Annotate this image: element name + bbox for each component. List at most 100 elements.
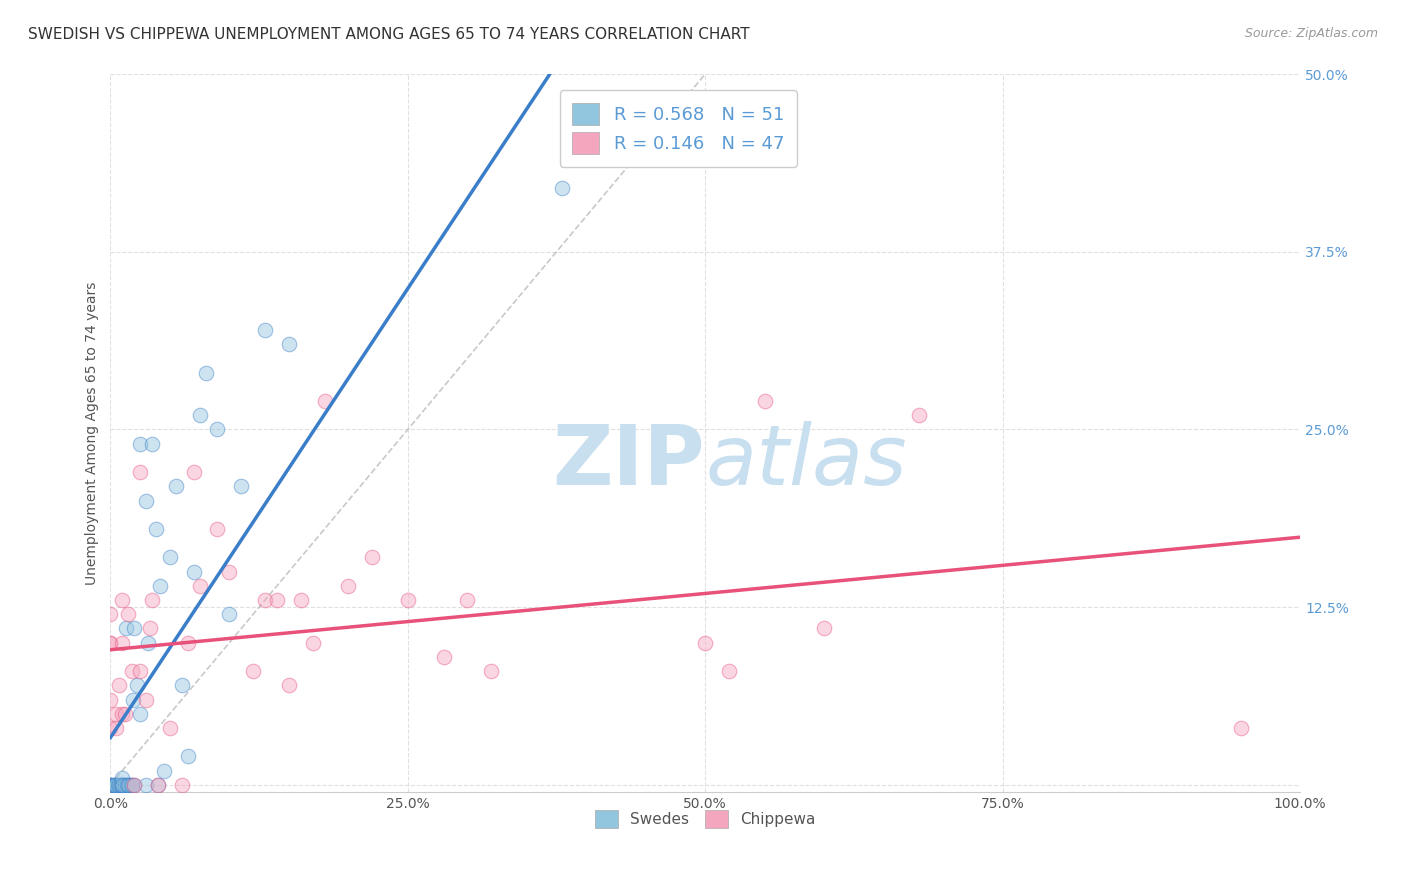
Legend: Swedes, Chippewa: Swedes, Chippewa <box>589 804 821 835</box>
Point <box>207 522 229 536</box>
Point <box>170 778 193 792</box>
Text: ZIP: ZIP <box>553 421 706 502</box>
Point <box>361 550 384 565</box>
Point <box>111 635 134 649</box>
Point <box>129 706 152 721</box>
Point <box>114 706 136 721</box>
Point <box>254 323 277 337</box>
Point <box>177 635 200 649</box>
Point <box>111 593 134 607</box>
Point <box>117 607 139 622</box>
Point <box>218 607 240 622</box>
Y-axis label: Unemployment Among Ages 65 to 74 years: Unemployment Among Ages 65 to 74 years <box>86 281 100 584</box>
Point <box>146 778 169 792</box>
Point <box>110 778 132 792</box>
Point <box>159 721 181 735</box>
Point <box>121 664 143 678</box>
Point <box>100 692 122 706</box>
Point <box>105 706 128 721</box>
Point <box>188 408 211 422</box>
Point <box>122 778 145 792</box>
Point <box>141 593 163 607</box>
Point <box>122 622 145 636</box>
Point <box>183 465 205 479</box>
Point <box>277 337 299 351</box>
Point <box>138 622 160 636</box>
Point <box>111 771 134 785</box>
Point <box>301 635 323 649</box>
Point <box>100 778 122 792</box>
Point <box>129 436 152 450</box>
Point <box>120 778 142 792</box>
Point <box>141 436 163 450</box>
Point <box>218 565 240 579</box>
Point <box>396 593 419 607</box>
Point <box>908 408 931 422</box>
Point <box>159 550 181 565</box>
Point <box>456 593 478 607</box>
Point <box>100 778 122 792</box>
Point <box>115 622 138 636</box>
Point <box>314 394 336 409</box>
Point <box>146 778 169 792</box>
Point <box>104 778 127 792</box>
Point <box>129 465 152 479</box>
Point <box>754 394 776 409</box>
Point <box>105 778 128 792</box>
Point <box>121 778 143 792</box>
Point <box>117 778 139 792</box>
Point <box>100 778 122 792</box>
Point <box>231 479 253 493</box>
Point <box>112 778 135 792</box>
Point <box>103 778 125 792</box>
Point <box>105 721 128 735</box>
Point <box>1229 721 1251 735</box>
Point <box>135 493 157 508</box>
Point <box>695 635 717 649</box>
Point <box>337 579 360 593</box>
Point <box>100 635 122 649</box>
Point <box>125 678 148 692</box>
Point <box>114 778 136 792</box>
Point <box>129 664 152 678</box>
Point <box>100 635 122 649</box>
Point <box>432 649 454 664</box>
Point <box>170 678 193 692</box>
Point <box>135 778 157 792</box>
Point <box>188 579 211 593</box>
Point <box>194 366 217 380</box>
Point <box>207 422 229 436</box>
Point <box>107 778 129 792</box>
Point <box>111 706 134 721</box>
Point <box>135 692 157 706</box>
Point <box>575 124 598 138</box>
Point <box>551 180 574 194</box>
Point <box>108 778 131 792</box>
Text: Source: ZipAtlas.com: Source: ZipAtlas.com <box>1244 27 1378 40</box>
Point <box>107 678 129 692</box>
Point <box>153 764 176 778</box>
Point <box>145 522 167 536</box>
Point <box>242 664 264 678</box>
Point <box>290 593 312 607</box>
Point <box>107 778 129 792</box>
Point <box>111 778 134 792</box>
Point <box>122 692 145 706</box>
Point <box>813 622 835 636</box>
Text: atlas: atlas <box>706 421 907 502</box>
Point <box>100 607 122 622</box>
Point <box>138 635 160 649</box>
Point <box>100 721 122 735</box>
Point <box>118 778 141 792</box>
Point <box>149 579 172 593</box>
Point <box>254 593 277 607</box>
Point <box>718 664 741 678</box>
Point <box>165 479 187 493</box>
Point <box>177 749 200 764</box>
Point <box>183 565 205 579</box>
Text: SWEDISH VS CHIPPEWA UNEMPLOYMENT AMONG AGES 65 TO 74 YEARS CORRELATION CHART: SWEDISH VS CHIPPEWA UNEMPLOYMENT AMONG A… <box>28 27 749 42</box>
Point <box>122 778 145 792</box>
Point <box>100 778 122 792</box>
Point <box>115 778 138 792</box>
Point <box>111 778 134 792</box>
